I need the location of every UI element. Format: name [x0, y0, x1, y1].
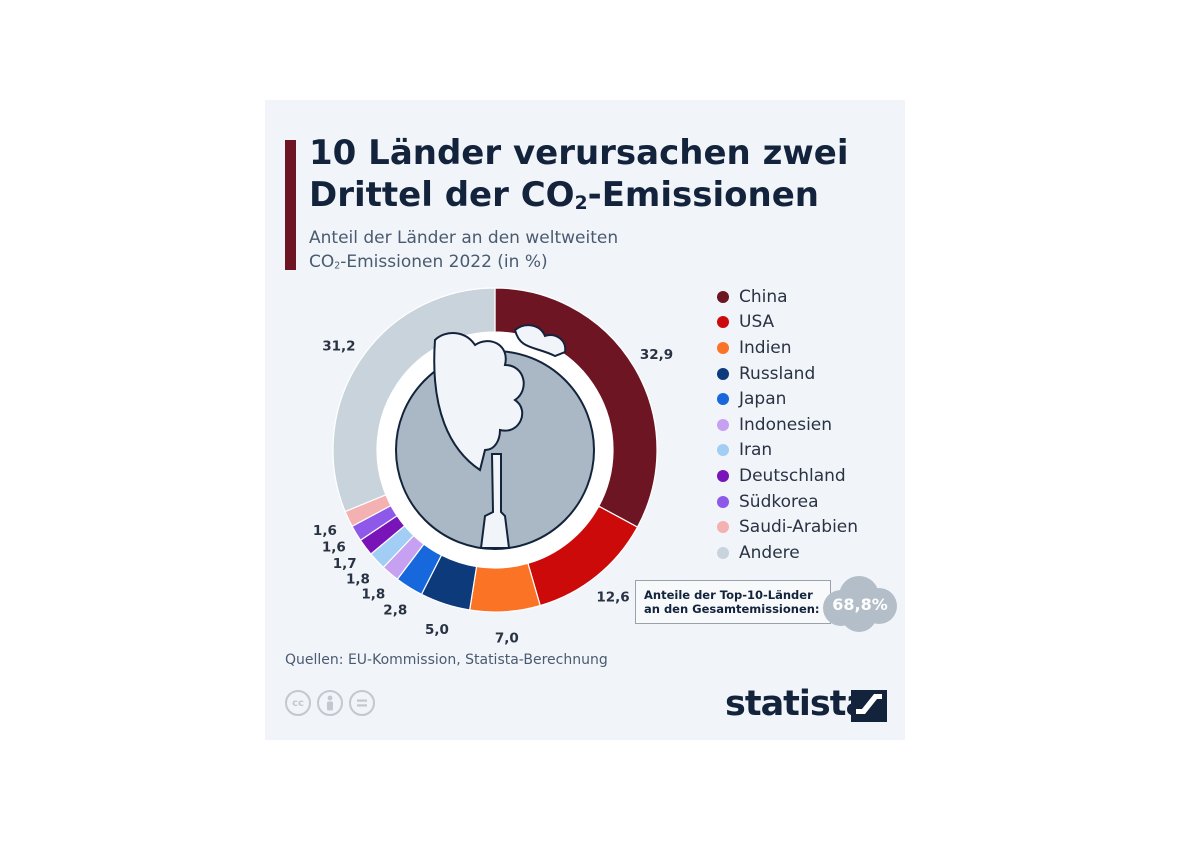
- title-line-2-post: -Emissionen: [587, 175, 819, 215]
- legend-label: Saudi-Arabien: [739, 517, 859, 538]
- cc-icon[interactable]: cc: [285, 690, 311, 716]
- legend-swatch: [717, 444, 729, 457]
- legend-item-suedkorea[interactable]: Südkorea: [717, 489, 897, 515]
- legend-label: Indonesien: [739, 414, 833, 435]
- legend-label: Deutschland: [739, 465, 846, 486]
- legend-item-china[interactable]: China: [717, 284, 897, 310]
- value-label-suedkorea: 1,6: [322, 540, 346, 556]
- legend-item-deutschland[interactable]: Deutschland: [717, 463, 897, 489]
- legend-label: USA: [739, 312, 775, 333]
- value-label-japan: 2,8: [383, 602, 407, 618]
- legend-label: Russland: [739, 363, 816, 384]
- value-label-russland: 5,0: [425, 622, 449, 638]
- license-icons: cc: [285, 690, 375, 716]
- title-line-2-pre: Drittel der CO: [309, 175, 575, 215]
- cloud-icon: [823, 576, 897, 632]
- value-label-deutschland: 1,7: [333, 556, 357, 572]
- legend-label: China: [739, 286, 788, 307]
- value-label-iran: 1,8: [346, 572, 370, 588]
- legend-label: Andere: [739, 542, 800, 563]
- legend-swatch: [717, 341, 729, 354]
- legend-item-usa[interactable]: USA: [717, 310, 897, 336]
- chart-subtitle: Anteil der Länder an den weltweiten CO2-…: [309, 226, 869, 278]
- value-label-saudi-arabien: 1,6: [313, 523, 337, 539]
- legend-item-andere[interactable]: Andere: [717, 540, 897, 566]
- value-label-china: 32,9: [640, 347, 673, 363]
- legend-item-japan[interactable]: Japan: [717, 386, 897, 412]
- legend-label: Japan: [739, 389, 787, 410]
- slice-indien[interactable]: [468, 562, 541, 613]
- legend-label: Iran: [739, 440, 773, 461]
- chart-title: 10 Länder verursachen zwei Drittel der C…: [309, 132, 889, 225]
- subtitle-line-2-pre: CO: [309, 252, 335, 272]
- top10-share-box: Anteile der Top-10-Länder an den Gesamte…: [635, 580, 831, 624]
- legend-item-indonesien[interactable]: Indonesien: [717, 412, 897, 438]
- statista-logo-icon[interactable]: [851, 690, 887, 722]
- subtitle-subscript: 2: [334, 260, 341, 272]
- value-label-andere: 31,2: [322, 338, 355, 354]
- legend-swatch: [717, 290, 729, 303]
- legend-swatch: [717, 418, 729, 431]
- source-note: Quellen: EU-Kommission, Statista-Berechn…: [285, 652, 608, 668]
- top10-share-label-1: Anteile der Top-10-Länder: [644, 588, 813, 602]
- legend-item-saudi-arabien[interactable]: Saudi-Arabien: [717, 514, 897, 540]
- legend-item-russland[interactable]: Russland: [717, 361, 897, 387]
- infographic-card: 10 Länder verursachen zwei Drittel der C…: [265, 100, 905, 740]
- legend-swatch: [717, 367, 729, 380]
- equals-icon: [357, 699, 367, 707]
- subtitle-line-2-post: -Emissionen 2022 (in %): [340, 252, 548, 272]
- title-line-1: 10 Länder verursachen zwei: [309, 133, 849, 173]
- legend-swatch: [717, 521, 729, 534]
- legend-label: Indien: [739, 337, 792, 358]
- smokestack-globe-icon: [395, 324, 595, 550]
- donut-chart: 32,912,67,05,02,81,81,81,71,61,631,2: [313, 287, 673, 647]
- title-subscript: 2: [574, 192, 588, 214]
- person-icon: [327, 695, 333, 711]
- top10-share-label-2: an den Gesamtemissionen:: [644, 602, 820, 616]
- top10-share-value: 68,8%: [832, 594, 888, 614]
- legend-swatch: [717, 393, 729, 406]
- legend-swatch: [717, 316, 729, 329]
- legend-swatch: [717, 495, 729, 508]
- value-label-usa: 12,6: [596, 589, 629, 605]
- legend-label: Südkorea: [739, 491, 819, 512]
- title-accent-bar: [285, 140, 296, 270]
- legend-item-iran[interactable]: Iran: [717, 438, 897, 464]
- no-derivatives-icon[interactable]: [349, 690, 375, 716]
- value-label-indonesien: 1,8: [361, 586, 385, 602]
- subtitle-line-1: Anteil der Länder an den weltweiten: [309, 228, 619, 248]
- value-label-indien: 7,0: [495, 631, 519, 647]
- legend-swatch: [717, 546, 729, 559]
- legend-item-indien[interactable]: Indien: [717, 335, 897, 361]
- statista-logo-text[interactable]: statista: [725, 684, 869, 724]
- chart-legend: China USA Indien Russland Japan Indonesien Ira…: [717, 284, 897, 566]
- attribution-icon[interactable]: [317, 690, 343, 716]
- legend-swatch: [717, 469, 729, 482]
